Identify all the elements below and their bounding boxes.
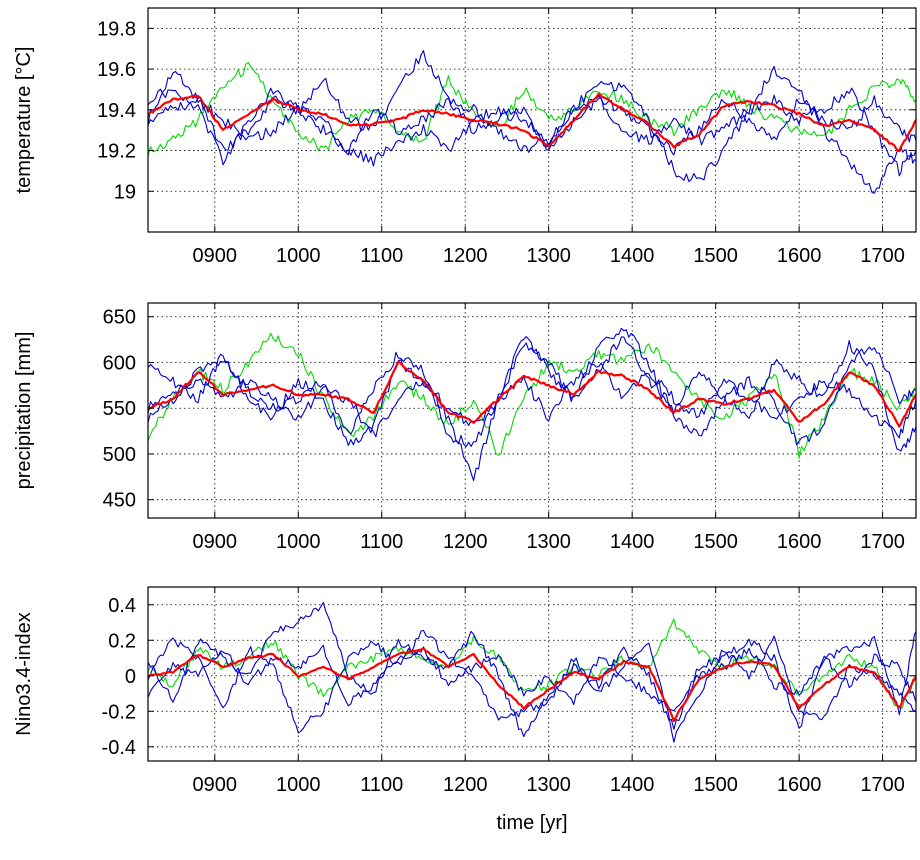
y-tick-label: 19.4	[97, 100, 136, 122]
plot-frame	[147, 586, 917, 762]
series-line	[148, 618, 916, 709]
x-tick-label: 1300	[526, 245, 571, 267]
x-tick-label: 1600	[777, 531, 822, 553]
y-tick-label: -0.2	[102, 701, 136, 723]
series-line	[148, 336, 916, 482]
x-tick-label: 1200	[443, 245, 488, 267]
series-line	[148, 92, 916, 153]
y-tick-label: -0.4	[102, 737, 136, 759]
y-axis-label: Nino3.4-index	[13, 612, 35, 735]
plot-frame	[147, 302, 917, 519]
x-tick-label: 1700	[860, 774, 905, 796]
x-tick-label: 1100	[360, 774, 403, 796]
series-line	[148, 647, 916, 723]
y-tick-label: 450	[103, 490, 136, 512]
series-line	[148, 601, 916, 738]
series-line	[148, 87, 916, 177]
x-tick-label: 1500	[693, 774, 738, 796]
x-tick-label: 1300	[526, 531, 571, 553]
x-tick-label: 1000	[276, 531, 321, 553]
x-axis-label: time [yr]	[496, 812, 567, 834]
y-axis-label: precipitation [mm]	[13, 332, 35, 490]
precipitation-panel: 0900 1000 1100 1200 1300 1400 1500 1600 1700 450 5…	[13, 302, 917, 553]
series-line	[148, 62, 916, 157]
x-tick-label: 1700	[860, 245, 905, 267]
x-tick-label: 1400	[610, 774, 655, 796]
temperature-panel: 0900 1000 1100 1200 1300 1400 1500 1600 1700 19 19…	[13, 7, 917, 267]
y-tick-label: 650	[103, 307, 136, 329]
x-tick-label: 1300	[526, 774, 571, 796]
x-tick-label: 1100	[360, 531, 403, 553]
series-line	[148, 327, 916, 448]
y-tick-label: 600	[103, 352, 136, 374]
plot-frame	[147, 7, 917, 233]
series-line	[148, 87, 916, 166]
x-tick-label: 0900	[193, 245, 238, 267]
x-tick-label: 1500	[693, 245, 738, 267]
x-tick-label: 1200	[443, 774, 488, 796]
series-line	[148, 360, 916, 428]
y-tick-label: 19.6	[97, 59, 136, 81]
series-line	[148, 362, 916, 439]
y-tick-label: 500	[103, 444, 136, 466]
x-tick-label: 1600	[777, 774, 822, 796]
x-tick-label: 0900	[193, 531, 238, 553]
x-tick-label: 1700	[860, 531, 905, 553]
y-tick-label: 550	[103, 398, 136, 420]
y-tick-label: 19.2	[97, 141, 136, 163]
y-tick-label: 0.2	[108, 630, 136, 652]
series-line	[148, 50, 916, 194]
y-tick-label: 0	[125, 666, 136, 688]
y-axis-label: temperature [°C]	[13, 47, 35, 194]
y-tick-label: 19.8	[97, 18, 136, 40]
x-tick-label: 1000	[276, 245, 321, 267]
x-tick-label: 1400	[610, 245, 655, 267]
x-tick-label: 1200	[443, 531, 488, 553]
y-tick-label: 0.4	[108, 595, 136, 617]
x-tick-label: 1400	[610, 531, 655, 553]
x-tick-label: 1600	[777, 245, 822, 267]
x-tick-label: 1500	[693, 531, 738, 553]
nino34-panel: 0900 1000 1100 1200 1300 1400 1500 1600 1700 -0.4…	[13, 586, 917, 834]
y-tick-label: 19	[114, 181, 136, 203]
series-line	[148, 644, 916, 712]
x-tick-label: 0900	[193, 774, 238, 796]
x-tick-label: 1100	[360, 245, 403, 267]
x-tick-label: 1000	[276, 774, 321, 796]
